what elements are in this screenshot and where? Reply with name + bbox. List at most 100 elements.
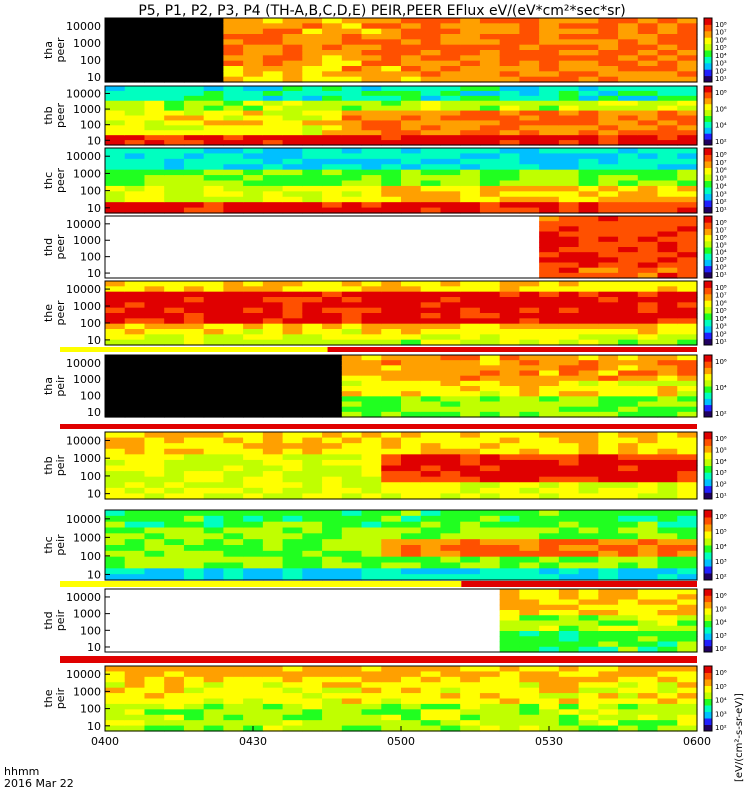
y-tick-label: 100 xyxy=(80,185,101,198)
spectrogram-cell xyxy=(105,169,126,176)
spectrogram-cell xyxy=(144,241,165,248)
spectrogram-cell xyxy=(361,115,382,122)
panel-the-peer: 10000100010010thepeer10⁸10⁷10⁶10⁵10⁴10³1… xyxy=(42,280,727,347)
spectrogram-cell xyxy=(124,236,146,243)
spectrogram-cell xyxy=(479,272,501,279)
spectrogram-cell xyxy=(381,196,402,203)
spectrogram-cell xyxy=(361,216,382,222)
spectrogram-cell xyxy=(243,105,264,112)
spectrogram-cell xyxy=(341,34,363,40)
spectrogram-cell xyxy=(302,307,323,314)
colorbar-tick-label: 10⁶ xyxy=(715,36,727,44)
spectrogram-cell xyxy=(302,50,323,56)
colorbar-frame xyxy=(703,509,713,581)
spectrogram-cell xyxy=(499,44,520,51)
spectrogram-cell xyxy=(578,39,599,46)
spectrogram-cell xyxy=(322,682,343,689)
spectrogram-cell xyxy=(479,432,501,439)
spectrogram-cell xyxy=(164,698,185,705)
spectrogram-cell xyxy=(420,44,442,51)
spectrogram-cell xyxy=(440,185,461,192)
spectrogram-cell xyxy=(164,164,185,171)
spectrogram-cell xyxy=(657,216,678,222)
spectrogram-cell xyxy=(558,510,580,517)
spectrogram-cell xyxy=(282,281,303,287)
spectrogram-cell xyxy=(539,34,560,40)
spectrogram-cell xyxy=(460,380,481,387)
spectrogram-cell xyxy=(105,130,126,136)
spectrogram-cell xyxy=(677,636,698,643)
spectrogram-cell xyxy=(302,158,323,165)
spectrogram-cell xyxy=(223,533,244,540)
spectrogram-cell xyxy=(420,207,442,214)
spectrogram-cell xyxy=(598,568,619,575)
spectrogram-cell xyxy=(401,432,422,439)
spectrogram-cell xyxy=(578,120,599,126)
spectrogram-cell xyxy=(440,252,461,258)
spectrogram-cell xyxy=(657,334,678,341)
spectrogram-cell xyxy=(183,226,205,233)
spectrogram-cell xyxy=(381,44,402,51)
spectrogram-cell xyxy=(105,202,126,209)
spectrogram-cell xyxy=(460,454,481,461)
spectrogram-cell xyxy=(519,476,540,483)
spectrogram-cell xyxy=(243,714,264,721)
spectrogram-cell xyxy=(282,334,303,341)
spectrogram-cell xyxy=(657,355,678,361)
spectrogram-cell xyxy=(499,297,520,303)
spectrogram-cell xyxy=(282,185,303,192)
spectrogram-cell xyxy=(341,401,363,408)
spectrogram-cell xyxy=(519,60,540,67)
spectrogram-cell xyxy=(203,175,224,182)
spectrogram-cell xyxy=(578,140,599,146)
spectrogram-cell xyxy=(322,589,343,595)
spectrogram-cell xyxy=(440,594,461,601)
spectrogram-cell xyxy=(381,100,402,107)
spectrogram-cell xyxy=(243,465,264,472)
colorbar-tick-label: 10⁷ xyxy=(715,292,727,300)
spectrogram-cell xyxy=(539,476,560,483)
spectrogram-cell xyxy=(105,391,126,397)
spectrogram-cell xyxy=(539,329,560,335)
colorbar-step xyxy=(704,445,712,453)
spectrogram-cell xyxy=(322,604,343,611)
colorbar-tick-label: 10² xyxy=(715,67,727,75)
spectrogram-cell xyxy=(519,510,540,517)
spectrogram-cell xyxy=(401,216,422,222)
spectrogram-cell xyxy=(499,23,520,30)
spectrogram-cell xyxy=(677,476,698,483)
spectrogram-cell xyxy=(401,443,422,450)
spectrogram-cell xyxy=(381,396,402,403)
spectrogram-cell xyxy=(420,465,442,472)
colorbar-frame xyxy=(703,588,713,653)
spectrogram-cell xyxy=(401,175,422,182)
spectrogram-cell xyxy=(262,34,284,40)
spectrogram-cell xyxy=(618,44,639,51)
spectrogram-cell xyxy=(558,318,580,325)
spectrogram-cell xyxy=(282,95,303,102)
spectrogram-cell xyxy=(401,71,422,78)
spectrogram-cell xyxy=(322,459,343,467)
spectrogram-cell xyxy=(598,454,619,461)
spectrogram-cell xyxy=(578,153,599,160)
colorbar-tick-label: 10³ xyxy=(715,558,727,566)
spectrogram-cell xyxy=(637,307,659,314)
spectrogram-cell xyxy=(381,50,402,56)
spectrogram-cell xyxy=(519,286,540,293)
spectrogram-cell xyxy=(262,574,284,581)
spectrogram-cell xyxy=(558,574,580,581)
spectrogram-cell xyxy=(203,90,224,97)
spectrogram-cell xyxy=(223,66,244,72)
spectrogram-cell xyxy=(637,148,659,155)
spectrogram-cell xyxy=(618,313,639,319)
spectrogram-cell xyxy=(282,599,303,606)
spectrogram-cell xyxy=(105,515,126,523)
spectrogram-cell xyxy=(539,241,560,248)
spectrogram-cell xyxy=(499,66,520,72)
spectrogram-cell xyxy=(223,76,244,83)
spectrogram-cell xyxy=(598,115,619,122)
spectrogram-cell xyxy=(618,454,639,461)
spectrogram-cell xyxy=(479,28,501,35)
colorbar-step xyxy=(704,545,712,553)
spectrogram-cell xyxy=(361,90,382,97)
